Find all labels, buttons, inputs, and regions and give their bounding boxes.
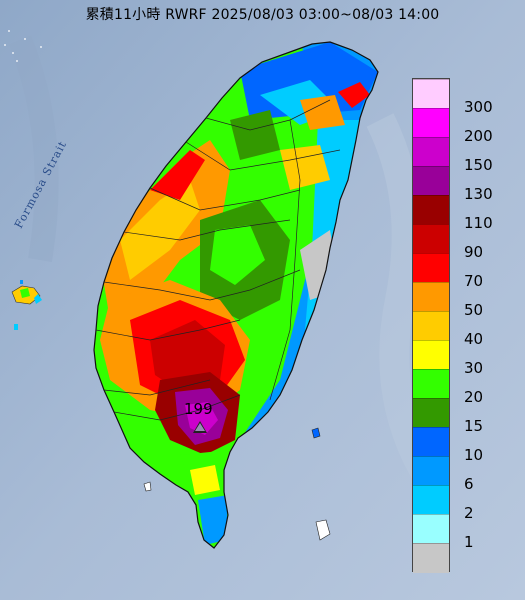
legend-swatch [413, 369, 449, 399]
legend-swatch [413, 398, 449, 428]
legend-swatch [413, 311, 449, 341]
legend-label: 10 [464, 446, 484, 464]
penghu-islands [11, 280, 42, 330]
liuqiu-island [143, 481, 152, 492]
legend-swatch [413, 456, 449, 486]
legend-swatch [413, 282, 449, 312]
legend-label: 6 [464, 475, 474, 493]
legend-swatch [413, 253, 449, 283]
legend-swatch [413, 340, 449, 370]
legend-swatch [413, 514, 449, 544]
legend-label: 30 [464, 359, 484, 377]
legend-label: 40 [464, 330, 484, 348]
legend-label: 300 [464, 98, 493, 116]
legend-swatch [413, 485, 449, 515]
legend-label: 15 [464, 417, 484, 435]
taiwan-coastline [93, 41, 379, 549]
legend-label: 110 [464, 214, 493, 232]
green-island [311, 427, 321, 439]
orchid-island [315, 519, 331, 541]
legend-swatch [413, 195, 449, 225]
legend-swatch [413, 224, 449, 254]
legend-label: 50 [464, 301, 484, 319]
max-rainfall-value: 199 [184, 400, 213, 418]
legend-swatch [413, 137, 449, 167]
legend-label: 1 [464, 533, 474, 551]
legend-label: 90 [464, 243, 484, 261]
legend-swatch [413, 427, 449, 457]
legend-label: 70 [464, 272, 484, 290]
legend-label: 2 [464, 504, 474, 522]
legend-label: 20 [464, 388, 484, 406]
triangle-marker-icon [193, 421, 207, 433]
legend-label: 130 [464, 185, 493, 203]
county-boundaries [95, 99, 341, 421]
legend-swatch [413, 543, 449, 573]
map-title: 累積11小時 RWRF 2025/08/03 03:00~08/03 14:00 [85, 7, 440, 23]
legend-label: 200 [464, 127, 493, 145]
legend-swatch [413, 108, 449, 138]
legend-swatch [413, 79, 449, 109]
legend-swatch [413, 166, 449, 196]
scattered-noise [4, 30, 42, 62]
legend-label: 150 [464, 156, 493, 174]
